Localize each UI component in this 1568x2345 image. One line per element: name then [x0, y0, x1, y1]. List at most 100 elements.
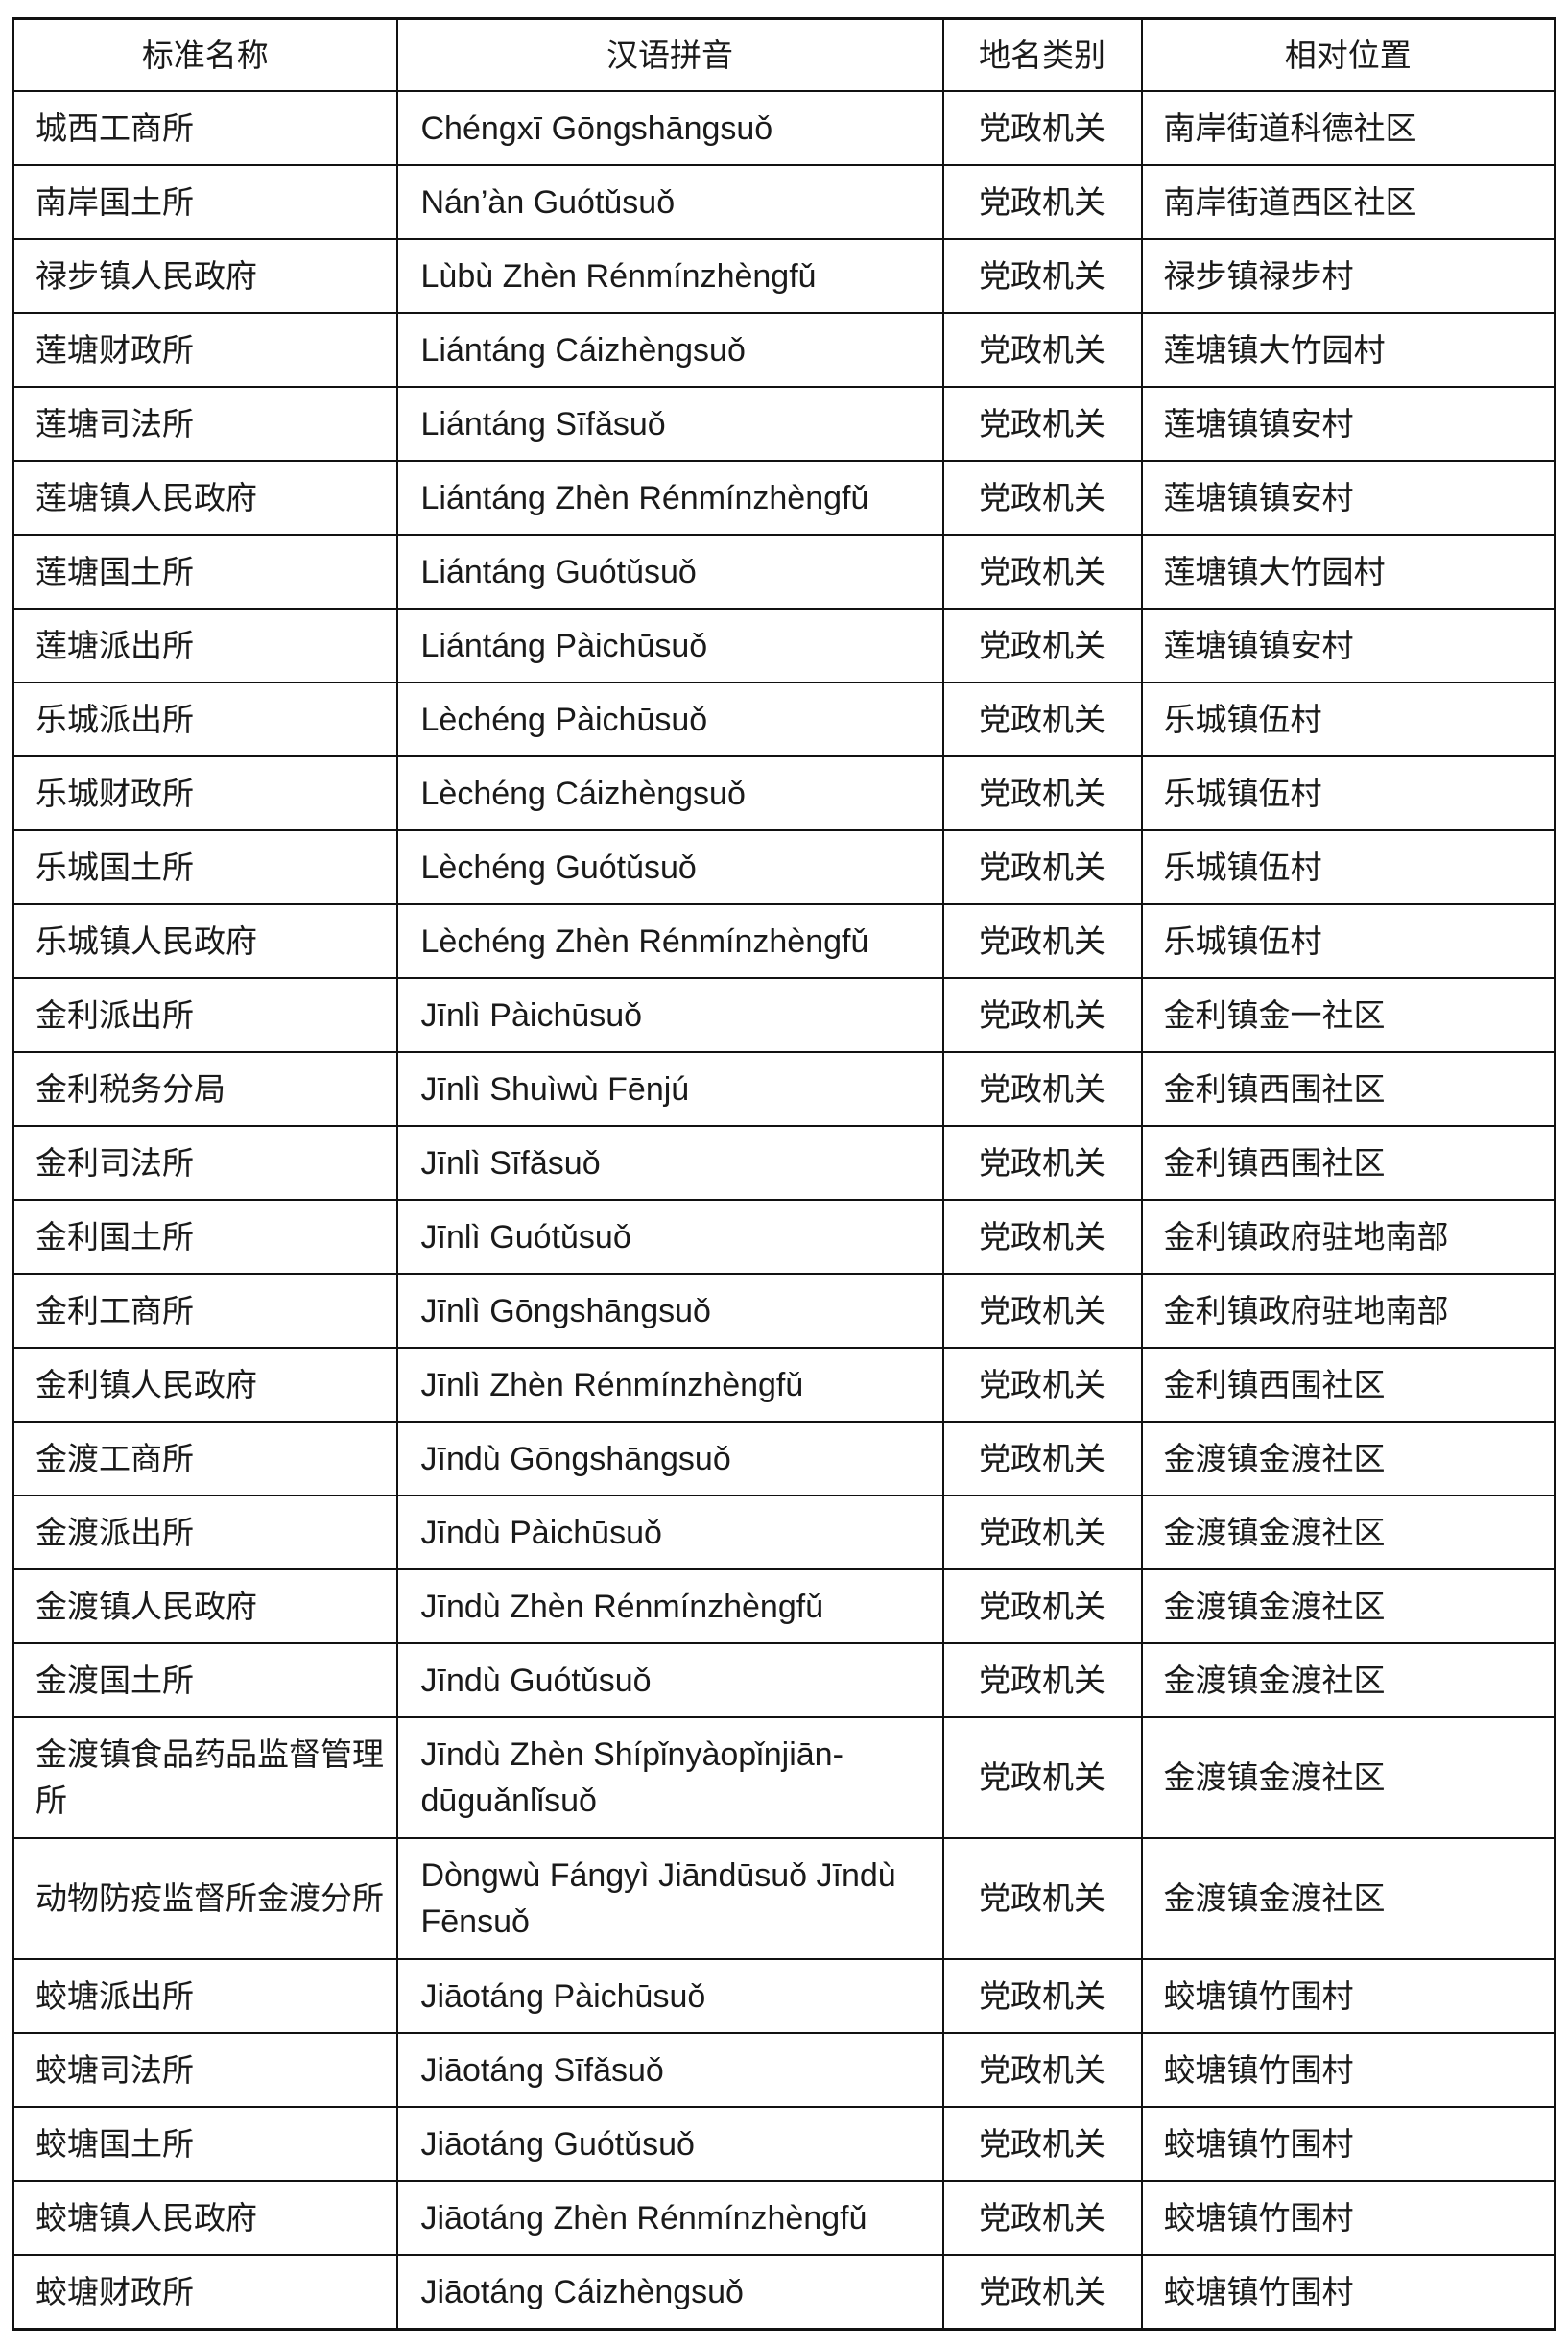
pinyin-cell: Jīnlì Shuìwù Fēnjú — [395, 1051, 944, 1127]
location-cell: 南岸街道西区社区 — [1140, 164, 1556, 240]
standard-name-cell: 莲塘国土所 — [12, 534, 398, 610]
pinyin-cell: Liántáng Guótǔsuǒ — [395, 534, 944, 610]
standard-name-cell: 金渡镇人民政府 — [12, 1568, 398, 1644]
category-cell: 党政机关 — [941, 755, 1143, 831]
pinyin-cell: Jīnlì Pàichūsuǒ — [395, 977, 944, 1053]
pinyin-cell: Lèchéng Guótǔsuǒ — [395, 829, 944, 905]
location-cell: 蛟塘镇竹围村 — [1140, 2032, 1556, 2108]
standard-name-cell: 蛟塘派出所 — [12, 1958, 398, 2034]
standard-name-cell: 蛟塘国土所 — [12, 2106, 398, 2182]
category-cell: 党政机关 — [941, 2254, 1143, 2331]
category-cell: 党政机关 — [941, 238, 1143, 314]
category-cell: 党政机关 — [941, 608, 1143, 683]
table-row: 南岸国土所 Nán’àn Guótǔsuǒ 党政机关 南岸街道西区社区 — [12, 164, 1556, 240]
table-row: 莲塘国土所 Liántáng Guótǔsuǒ 党政机关 莲塘镇大竹园村 — [12, 534, 1556, 610]
category-cell: 党政机关 — [941, 2032, 1143, 2108]
standard-name-cell: 蛟塘财政所 — [12, 2254, 398, 2331]
header-standard-name: 标准名称 — [12, 17, 398, 92]
category-cell: 党政机关 — [941, 164, 1143, 240]
category-cell: 党政机关 — [941, 534, 1143, 610]
location-cell: 莲塘镇大竹园村 — [1140, 534, 1556, 610]
category-cell: 党政机关 — [941, 460, 1143, 536]
pinyin-cell: Jīnlì Gōngshāngsuǒ — [395, 1273, 944, 1349]
table-row: 金渡工商所 Jīndù Gōngshāngsuǒ 党政机关 金渡镇金渡社区 — [12, 1421, 1556, 1496]
standard-name-cell: 金利税务分局 — [12, 1051, 398, 1127]
category-cell: 党政机关 — [941, 1199, 1143, 1275]
header-category: 地名类别 — [941, 17, 1143, 92]
location-cell: 金渡镇金渡社区 — [1140, 1568, 1556, 1644]
location-cell: 金渡镇金渡社区 — [1140, 1421, 1556, 1496]
table-row: 金利镇人民政府 Jīnlì Zhèn Rénmínzhèngfǔ 党政机关 金利镇西围… — [12, 1347, 1556, 1423]
table-row: 金利税务分局 Jīnlì Shuìwù Fēnjú 党政机关 金利镇西围社区 — [12, 1051, 1556, 1127]
location-cell: 金利镇金一社区 — [1140, 977, 1556, 1053]
standard-name-cell: 金利司法所 — [12, 1125, 398, 1201]
category-cell: 党政机关 — [941, 1125, 1143, 1201]
pinyin-cell: Jīndù Zhèn Shípǐnyàopǐnjiān-dūguǎnlǐsuǒ — [395, 1716, 944, 1839]
pinyin-cell: Jiāotáng Pàichūsuǒ — [395, 1958, 944, 2034]
standard-name-cell: 蛟塘司法所 — [12, 2032, 398, 2108]
category-cell: 党政机关 — [941, 1273, 1143, 1349]
table-row: 蛟塘派出所 Jiāotáng Pàichūsuǒ 党政机关 蛟塘镇竹围村 — [12, 1958, 1556, 2034]
location-cell: 蛟塘镇竹围村 — [1140, 2180, 1556, 2256]
pinyin-cell: Jīnlì Guótǔsuǒ — [395, 1199, 944, 1275]
category-cell: 党政机关 — [941, 312, 1143, 388]
standard-name-cell: 金渡国土所 — [12, 1642, 398, 1718]
table-row: 蛟塘镇人民政府 Jiāotáng Zhèn Rénmínzhèngfǔ 党政机关 蛟塘… — [12, 2180, 1556, 2256]
table-row: 莲塘镇人民政府 Liántáng Zhèn Rénmínzhèngfǔ 党政机关 莲塘… — [12, 460, 1556, 536]
pinyin-cell: Nán’àn Guótǔsuǒ — [395, 164, 944, 240]
location-cell: 金利镇政府驻地南部 — [1140, 1273, 1556, 1349]
standard-name-cell: 禄步镇人民政府 — [12, 238, 398, 314]
location-cell: 金渡镇金渡社区 — [1140, 1837, 1556, 1960]
table-row: 金渡镇食品药品监督管理所 Jīndù Zhèn Shípǐnyàopǐnjiān-… — [12, 1716, 1556, 1839]
location-cell: 金利镇西围社区 — [1140, 1051, 1556, 1127]
standard-name-cell: 城西工商所 — [12, 90, 398, 166]
place-name-table: 标准名称 汉语拼音 地名类别 相对位置 城西工商所 Chéngxī Gōngshā… — [12, 17, 1556, 2331]
category-cell: 党政机关 — [941, 829, 1143, 905]
standard-name-cell: 金利国土所 — [12, 1199, 398, 1275]
location-cell: 金渡镇金渡社区 — [1140, 1495, 1556, 1570]
table-row: 动物防疫监督所金渡分所 Dòngwù Fángyì Jiāndūsuǒ Jīndù… — [12, 1837, 1556, 1960]
location-cell: 莲塘镇镇安村 — [1140, 608, 1556, 683]
category-cell: 党政机关 — [941, 2180, 1143, 2256]
pinyin-cell: Liántáng Zhèn Rénmínzhèngfǔ — [395, 460, 944, 536]
pinyin-cell: Jīnlì Sīfǎsuǒ — [395, 1125, 944, 1201]
table-row: 蛟塘财政所 Jiāotáng Cáizhèngsuǒ 党政机关 蛟塘镇竹围村 — [12, 2254, 1556, 2331]
category-cell: 党政机关 — [941, 1051, 1143, 1127]
standard-name-cell: 乐城镇人民政府 — [12, 903, 398, 979]
pinyin-cell: Liántáng Cáizhèngsuǒ — [395, 312, 944, 388]
pinyin-cell: Jiāotáng Zhèn Rénmínzhèngfǔ — [395, 2180, 944, 2256]
table-row: 乐城派出所 Lèchéng Pàichūsuǒ 党政机关 乐城镇伍村 — [12, 682, 1556, 757]
location-cell: 金利镇西围社区 — [1140, 1347, 1556, 1423]
location-cell: 乐城镇伍村 — [1140, 682, 1556, 757]
location-cell: 蛟塘镇竹围村 — [1140, 2106, 1556, 2182]
location-cell: 金渡镇金渡社区 — [1140, 1716, 1556, 1839]
table-row: 乐城财政所 Lèchéng Cáizhèngsuǒ 党政机关 乐城镇伍村 — [12, 755, 1556, 831]
table-row: 莲塘财政所 Liántáng Cáizhèngsuǒ 党政机关 莲塘镇大竹园村 — [12, 312, 1556, 388]
category-cell: 党政机关 — [941, 2106, 1143, 2182]
category-cell: 党政机关 — [941, 903, 1143, 979]
pinyin-cell: Jiāotáng Cáizhèngsuǒ — [395, 2254, 944, 2331]
category-cell: 党政机关 — [941, 1642, 1143, 1718]
table-row: 乐城国土所 Lèchéng Guótǔsuǒ 党政机关 乐城镇伍村 — [12, 829, 1556, 905]
standard-name-cell: 金渡工商所 — [12, 1421, 398, 1496]
standard-name-cell: 蛟塘镇人民政府 — [12, 2180, 398, 2256]
table-row: 乐城镇人民政府 Lèchéng Zhèn Rénmínzhèngfǔ 党政机关 乐城镇… — [12, 903, 1556, 979]
location-cell: 乐城镇伍村 — [1140, 829, 1556, 905]
table-row: 莲塘司法所 Liántáng Sīfǎsuǒ 党政机关 莲塘镇镇安村 — [12, 386, 1556, 462]
location-cell: 禄步镇禄步村 — [1140, 238, 1556, 314]
standard-name-cell: 乐城财政所 — [12, 755, 398, 831]
location-cell: 乐城镇伍村 — [1140, 755, 1556, 831]
location-cell: 金利镇政府驻地南部 — [1140, 1199, 1556, 1275]
pinyin-cell: Lèchéng Cáizhèngsuǒ — [395, 755, 944, 831]
location-cell: 金利镇西围社区 — [1140, 1125, 1556, 1201]
location-cell: 莲塘镇大竹园村 — [1140, 312, 1556, 388]
pinyin-cell: Liántáng Sīfǎsuǒ — [395, 386, 944, 462]
category-cell: 党政机关 — [941, 682, 1143, 757]
table-row: 禄步镇人民政府 Lùbù Zhèn Rénmínzhèngfǔ 党政机关 禄步镇禄步村 — [12, 238, 1556, 314]
category-cell: 党政机关 — [941, 1495, 1143, 1570]
pinyin-cell: Jīndù Pàichūsuǒ — [395, 1495, 944, 1570]
pinyin-cell: Jīndù Gōngshāngsuǒ — [395, 1421, 944, 1496]
standard-name-cell: 动物防疫监督所金渡分所 — [12, 1837, 398, 1960]
pinyin-cell: Jīndù Guótǔsuǒ — [395, 1642, 944, 1718]
table-row: 蛟塘国土所 Jiāotáng Guótǔsuǒ 党政机关 蛟塘镇竹围村 — [12, 2106, 1556, 2182]
